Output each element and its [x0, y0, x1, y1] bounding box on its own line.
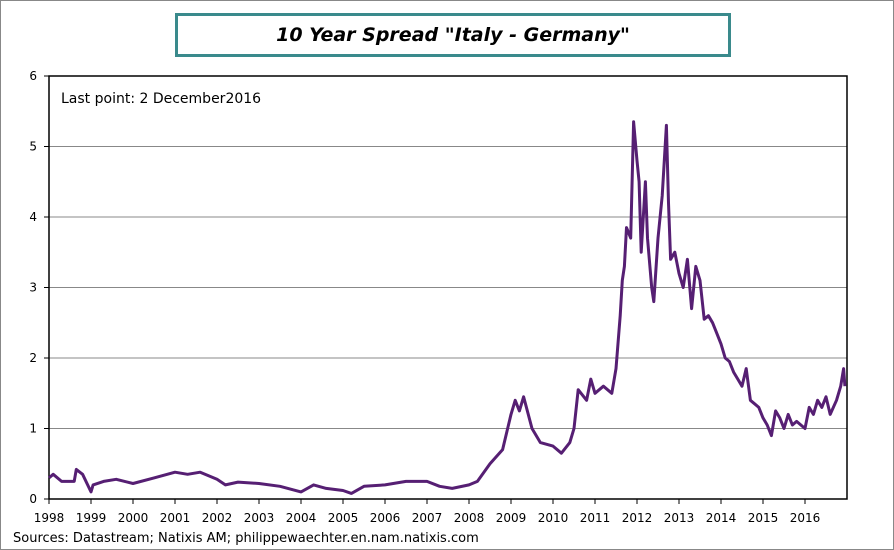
x-tick-label: 2001: [160, 511, 191, 525]
y-tick-label: 2: [29, 351, 37, 365]
x-tick-label: 2008: [454, 511, 485, 525]
x-tick-label: 2012: [622, 511, 653, 525]
x-tick-label: 2013: [664, 511, 695, 525]
x-tick-label: 2004: [286, 511, 317, 525]
x-tick-label: 2003: [244, 511, 275, 525]
last-point-annotation: Last point: 2 December2016: [61, 91, 262, 107]
x-tick-label: 2002: [202, 511, 233, 525]
x-tick-label: 1999: [76, 511, 107, 525]
x-tick-label: 2007: [412, 511, 443, 525]
x-tick-label: 1998: [34, 511, 65, 525]
chart-title: 10 Year Spread "Italy - Germany": [276, 24, 630, 46]
x-tick-label: 2006: [370, 511, 401, 525]
x-tick-label: 2014: [706, 511, 737, 525]
plot-area-border: [48, 75, 848, 500]
x-tick-label: 2000: [118, 511, 149, 525]
y-tick-label: 5: [29, 140, 37, 154]
y-tick-label: 0: [29, 492, 37, 506]
x-tick-label: 2005: [328, 511, 359, 525]
source-note: Sources: Datastream; Natixis AM; philipp…: [13, 531, 479, 546]
x-tick-label: 2010: [538, 511, 569, 525]
x-tick-label: 2016: [790, 511, 821, 525]
x-tick-label: 2009: [496, 511, 527, 525]
spread-series-line: [48, 120, 847, 495]
x-tick-label: 2011: [580, 511, 611, 525]
y-tick-label: 3: [29, 281, 37, 295]
y-tick-label: 6: [29, 69, 37, 83]
y-tick-label: 4: [29, 210, 37, 224]
x-tick-label: 2015: [748, 511, 779, 525]
title-box: 10 Year Spread "Italy - Germany": [175, 13, 731, 57]
y-tick-label: 1: [29, 422, 37, 436]
